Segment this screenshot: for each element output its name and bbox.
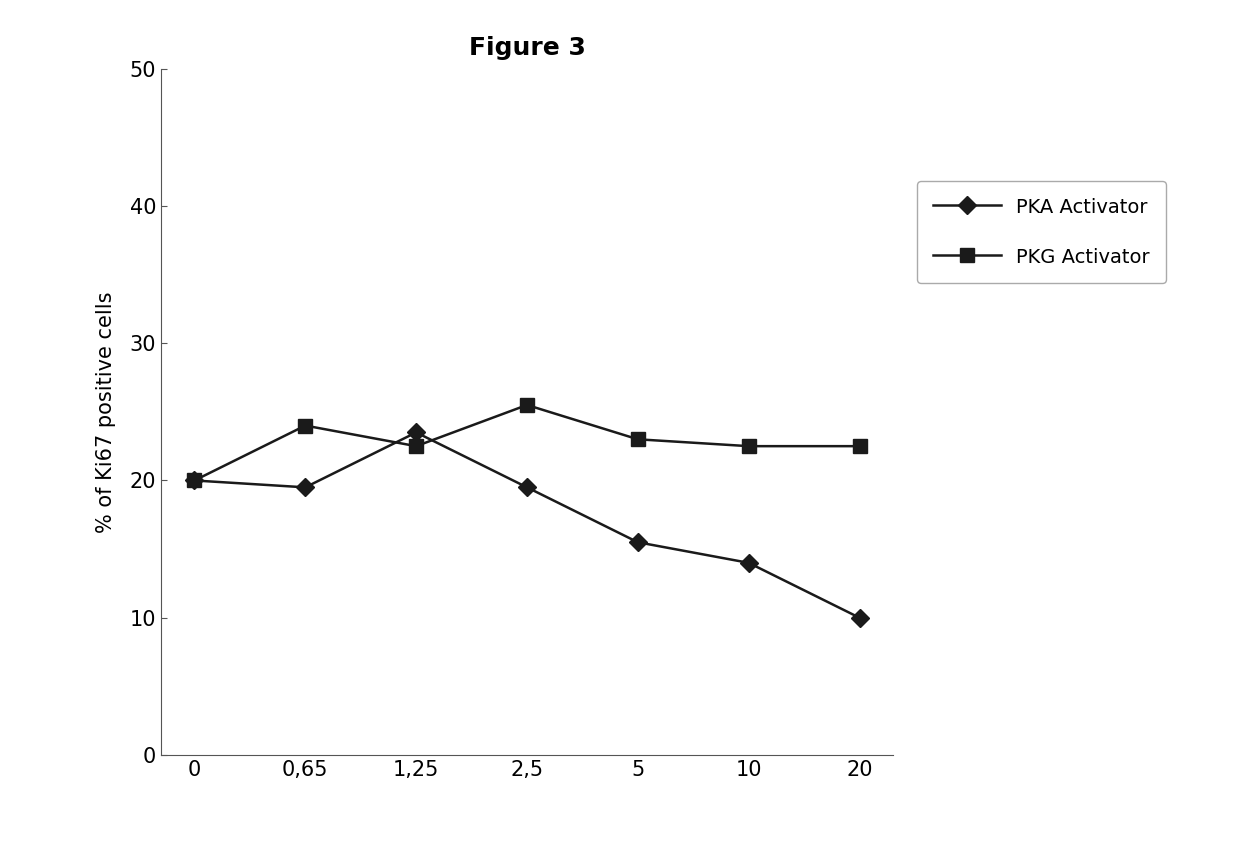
PKA Activator bbox=[852, 613, 867, 623]
PKG Activator bbox=[520, 400, 534, 410]
PKG Activator bbox=[630, 434, 645, 444]
Legend: PKA Activator, PKG Activator: PKA Activator, PKG Activator bbox=[918, 181, 1166, 282]
PKG Activator bbox=[852, 441, 867, 451]
PKA Activator bbox=[409, 427, 424, 438]
PKG Activator bbox=[742, 441, 756, 451]
Line: PKA Activator: PKA Activator bbox=[188, 426, 866, 624]
PKG Activator bbox=[187, 475, 202, 486]
PKA Activator bbox=[742, 558, 756, 568]
PKA Activator bbox=[520, 482, 534, 492]
PKG Activator bbox=[409, 441, 424, 451]
PKA Activator bbox=[187, 475, 202, 486]
PKA Activator bbox=[298, 482, 312, 492]
PKG Activator bbox=[298, 420, 312, 431]
Title: Figure 3: Figure 3 bbox=[469, 36, 585, 60]
PKA Activator bbox=[630, 537, 645, 547]
Line: PKG Activator: PKG Activator bbox=[187, 398, 867, 487]
Y-axis label: % of Ki67 positive cells: % of Ki67 positive cells bbox=[95, 291, 117, 533]
